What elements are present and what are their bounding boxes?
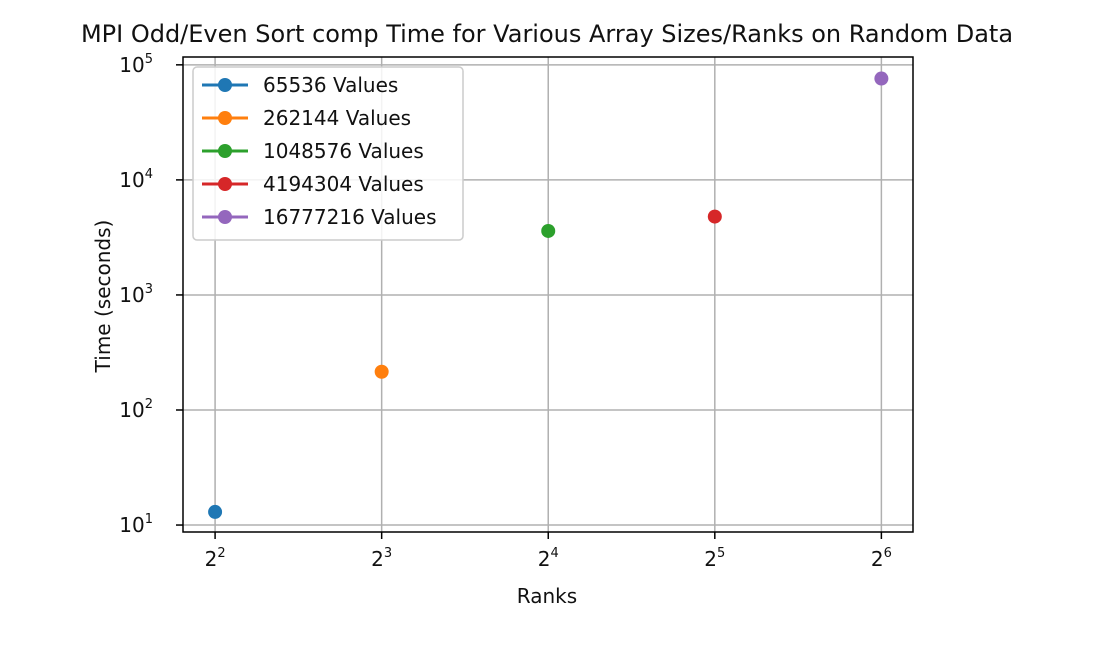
legend-label: 1048576 Values — [263, 139, 424, 163]
x-axis: 22 23 24 25 26 — [205, 532, 892, 571]
legend-label: 16777216 Values — [263, 205, 437, 229]
legend: 65536 Values 262144 Values 1048576 Values 4… — [192, 66, 464, 241]
legend-marker — [218, 111, 232, 125]
data-point — [208, 504, 223, 519]
legend-label: 262144 Values — [263, 106, 411, 130]
y-axis-label: Time (seconds) — [91, 220, 115, 374]
legend-marker — [218, 144, 232, 158]
legend-marker — [218, 177, 232, 191]
data-point — [707, 209, 722, 224]
legend-box — [192, 66, 464, 241]
legend-label: 4194304 Values — [263, 172, 424, 196]
x-tick-label: 22 — [205, 546, 226, 571]
x-tick-label: 25 — [704, 546, 725, 571]
x-tick-label: 24 — [538, 546, 559, 571]
legend-entry: 262144 Values — [202, 106, 411, 130]
legend-entry: 65536 Values — [202, 73, 398, 97]
y-tick-label: 102 — [119, 397, 153, 422]
y-axis: 101 102 103 104 105 — [119, 52, 183, 537]
chart-title: MPI Odd/Even Sort comp Time for Various … — [81, 20, 1013, 48]
y-tick-label: 104 — [119, 167, 153, 192]
y-tick-label: 101 — [119, 512, 153, 537]
data-point — [374, 364, 389, 379]
y-tick-label: 103 — [119, 282, 153, 307]
legend-entry: 16777216 Values — [202, 205, 437, 229]
data-point — [874, 71, 889, 86]
legend-entry: 1048576 Values — [202, 139, 424, 163]
legend-label: 65536 Values — [263, 73, 398, 97]
x-axis-label: Ranks — [517, 584, 577, 608]
legend-marker — [218, 210, 232, 224]
legend-marker — [218, 78, 232, 92]
x-tick-label: 26 — [871, 546, 892, 571]
legend-entry: 4194304 Values — [202, 172, 424, 196]
data-point — [541, 223, 556, 238]
y-tick-label: 105 — [119, 52, 153, 77]
x-tick-label: 23 — [371, 546, 392, 571]
data-points — [208, 71, 889, 519]
